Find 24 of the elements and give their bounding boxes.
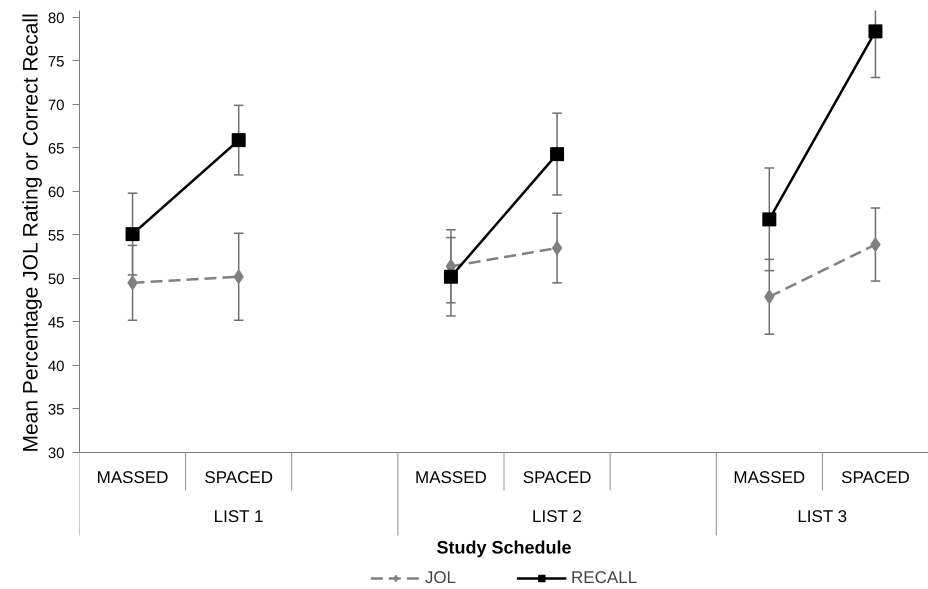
- y-axis-title: Mean Percentage JOL Rating or Correct Recall: [20, 13, 42, 452]
- x-tick-label: MASSED: [96, 468, 168, 487]
- y-tick-label: 40: [48, 358, 65, 375]
- y-tick-label: 50: [48, 270, 65, 288]
- y-tick-label: 80: [48, 10, 65, 27]
- legend-label: JOL: [424, 568, 456, 588]
- x-tick-label: SPACED: [841, 468, 910, 487]
- y-tick-label: 75: [48, 53, 65, 70]
- y-tick-label: 55: [48, 227, 65, 244]
- text: LIST 2: [532, 507, 582, 526]
- y-tick-label: 45: [48, 314, 65, 332]
- y-tick-label: 70: [48, 96, 65, 114]
- y-tick-label: 65: [48, 140, 65, 158]
- x-tick-label: MASSED: [415, 468, 487, 487]
- y-tick-label: 30: [48, 445, 65, 462]
- x-tick-label: MASSED: [733, 468, 806, 487]
- x-tick-label: SPACED: [204, 468, 274, 487]
- y-tick-label: 35: [48, 401, 65, 418]
- y-tick-label: 60: [48, 184, 65, 201]
- text: LIST 1: [214, 507, 264, 526]
- text: LIST 3: [797, 507, 848, 526]
- x-tick-label: SPACED: [522, 468, 592, 487]
- x-axis-title: Study Schedule: [436, 538, 572, 558]
- legend-label: RECALL: [571, 568, 638, 588]
